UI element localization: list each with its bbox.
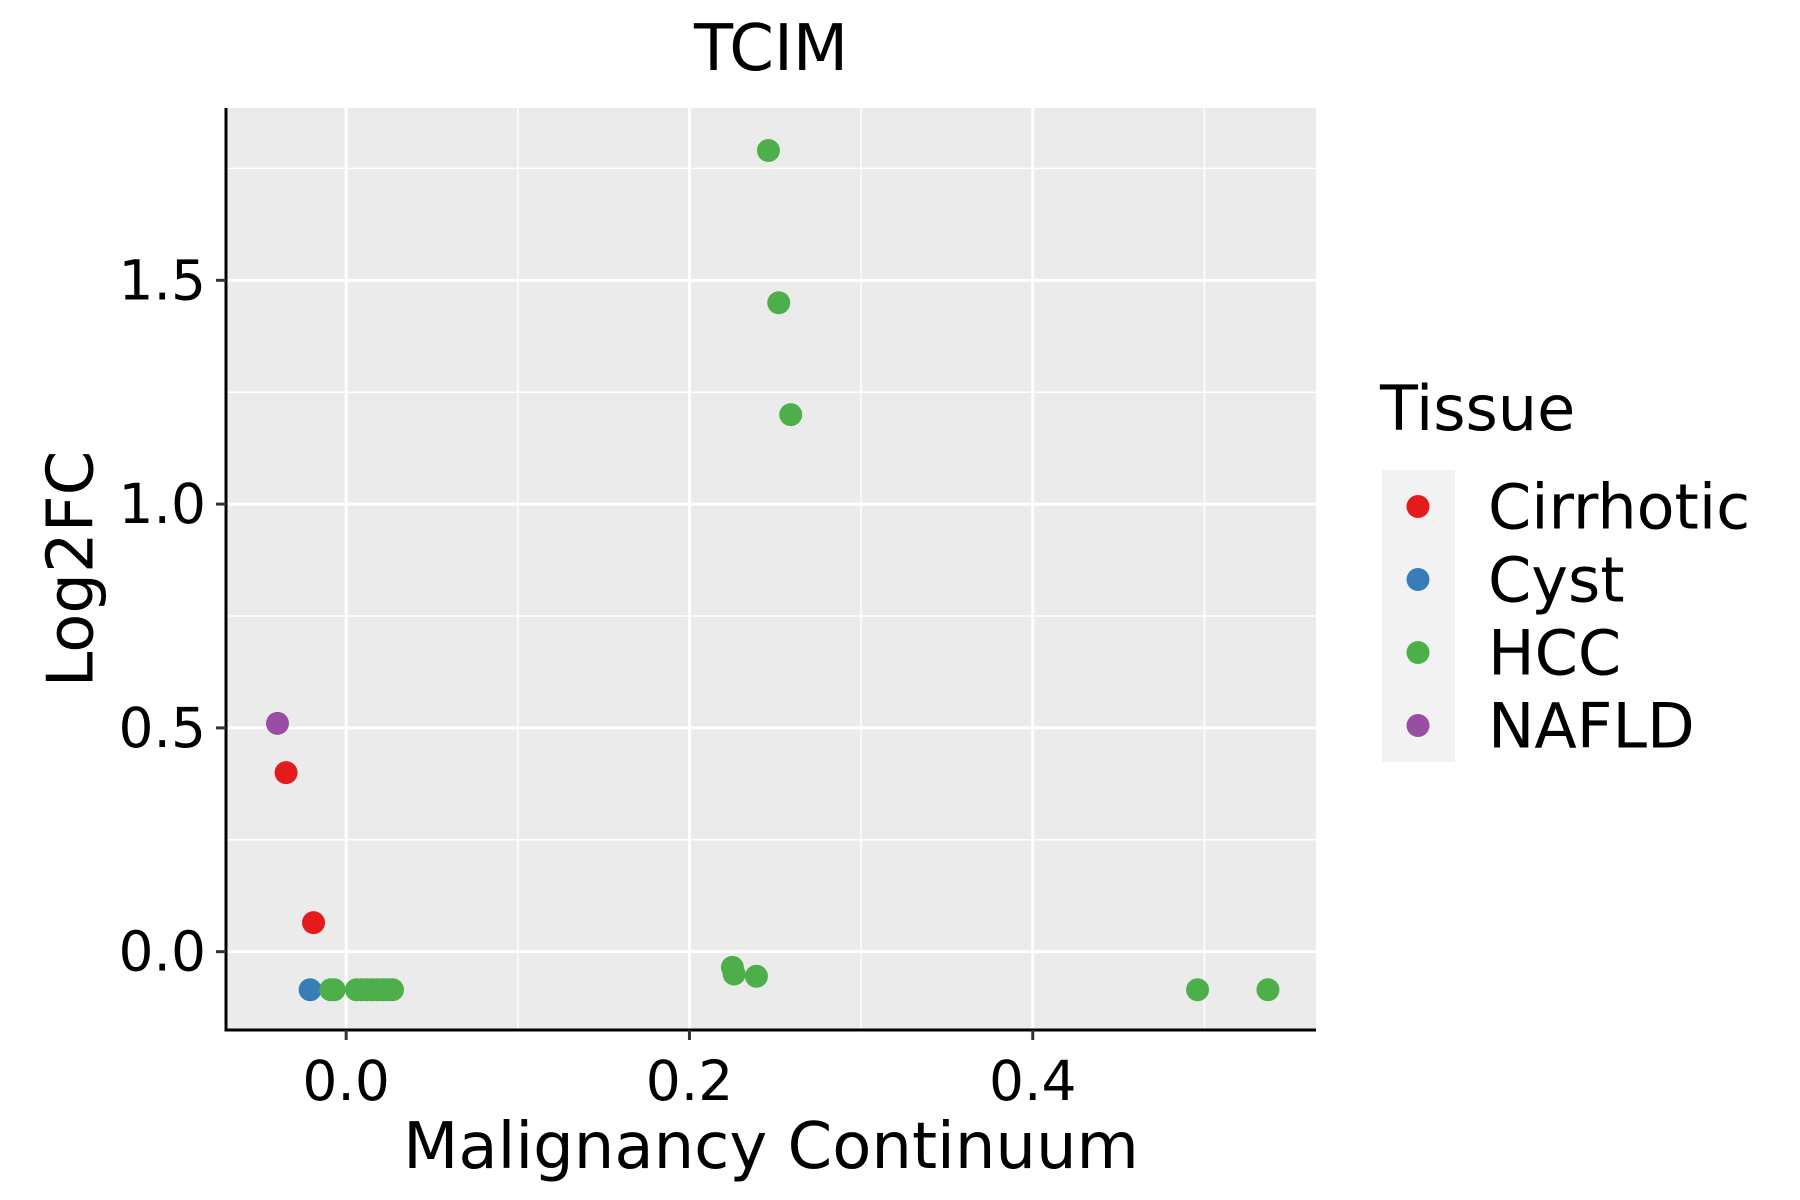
y-tick-label: 0.5: [119, 696, 206, 760]
data-point-hcc: [1186, 978, 1210, 1002]
data-point-hcc: [381, 978, 405, 1002]
x-tick-label: 0.2: [646, 1049, 733, 1113]
tick-labels: 0.0 0.2 0.4 0.0 0.5 1.0 1.5: [119, 248, 1077, 1113]
data-point-hcc: [756, 139, 780, 163]
legend-label-cyst: Cyst: [1488, 544, 1625, 617]
data-point-hcc: [722, 962, 746, 986]
data-point-hcc: [767, 291, 791, 315]
y-tick-label: 1.0: [119, 472, 206, 536]
legend-title: Tissue: [1379, 372, 1575, 445]
plot-panel: [226, 108, 1316, 1030]
data-point-cirrhotic: [274, 761, 298, 785]
legend-label-nafld: NAFLD: [1488, 690, 1695, 763]
data-point-cyst: [298, 978, 322, 1002]
data-point-nafld: [265, 711, 289, 735]
legend-key-cyst: [1406, 568, 1430, 591]
y-axis-title: Log2FC: [34, 451, 108, 688]
legend-label-hcc: HCC: [1488, 617, 1621, 690]
legend-key-background: [1382, 470, 1455, 762]
series-nafld: [265, 711, 289, 735]
chart-title: TCIM: [693, 12, 848, 86]
legend-key-hcc: [1406, 641, 1430, 664]
data-point-hcc: [779, 403, 803, 427]
data-point-hcc: [1256, 978, 1280, 1002]
data-points: [265, 139, 1280, 1002]
y-tick-label: 0.0: [119, 920, 206, 984]
axes: [216, 108, 1316, 1040]
legend-key-cirrhotic: [1406, 495, 1430, 518]
legend-label-cirrhotic: Cirrhotic: [1488, 471, 1750, 544]
data-point-hcc: [744, 964, 768, 988]
data-point-cirrhotic: [302, 911, 326, 935]
series-hcc: [319, 139, 1280, 1002]
x-axis-title: Malignancy Continuum: [403, 1110, 1139, 1184]
gridlines: [226, 108, 1316, 1030]
x-tick-label: 0.4: [989, 1049, 1076, 1113]
y-tick-label: 1.5: [119, 248, 206, 312]
x-tick-label: 0.0: [302, 1049, 389, 1113]
series-cirrhotic: [274, 761, 326, 935]
data-point-hcc: [322, 978, 346, 1002]
series-cyst: [298, 978, 322, 1002]
legend-key-nafld: [1406, 714, 1430, 737]
